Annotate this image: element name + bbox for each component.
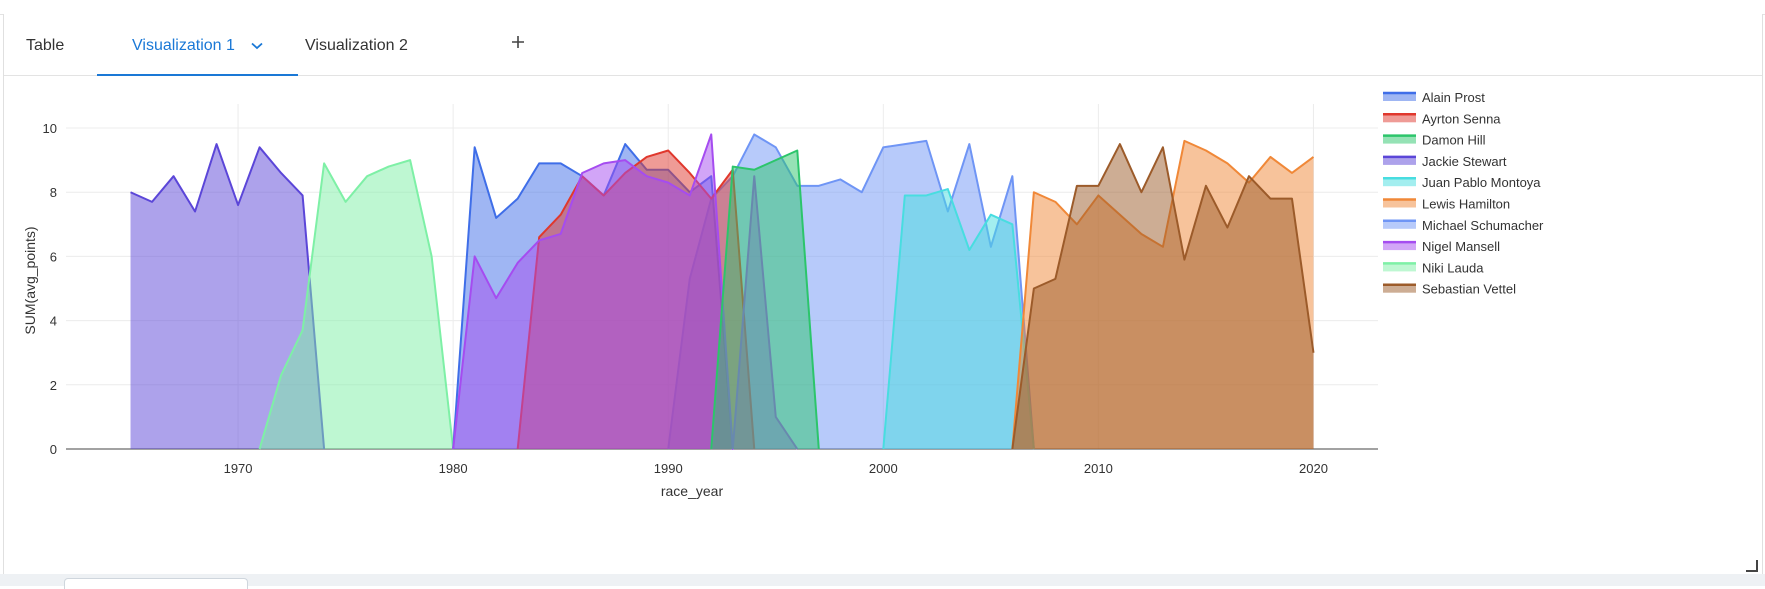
legend-swatch (1383, 178, 1416, 187)
legend-label: Ayrton Senna (1422, 111, 1501, 126)
legend-label: Damon Hill (1422, 133, 1486, 148)
series-damon-hill (710, 149, 820, 450)
y-tick-label: 2 (50, 378, 57, 393)
x-tick-label: 2020 (1299, 461, 1328, 476)
legend-swatch (1383, 263, 1416, 272)
legend-item[interactable]: Niki Lauda (1383, 260, 1484, 275)
series-sebastian-vettel (1011, 143, 1315, 450)
legend-swatch (1383, 242, 1416, 251)
tab-table[interactable]: Table (26, 14, 64, 75)
legend-label: Sebastian Vettel (1422, 282, 1516, 297)
legend-label: Alain Prost (1422, 90, 1485, 105)
tab-bar: Table Visualization 1 Visualization 2 (4, 14, 1762, 76)
active-tab-indicator (97, 74, 299, 76)
x-tick-label: 2010 (1084, 461, 1113, 476)
series-area[interactable] (453, 134, 798, 449)
y-axis-title: SUM(avg_points) (22, 226, 38, 334)
legend-item[interactable]: Michael Schumacher (1383, 218, 1544, 233)
chevron-down-icon[interactable] (251, 14, 263, 78)
y-tick-label: 10 (43, 121, 57, 136)
tab-visualization-1[interactable]: Visualization 1 (97, 14, 299, 78)
legend-label: Lewis Hamilton (1422, 197, 1510, 212)
series-area[interactable] (711, 150, 819, 449)
legend-label: Juan Pablo Montoya (1422, 175, 1541, 190)
series-line[interactable] (882, 188, 1035, 450)
series-area[interactable] (883, 189, 1034, 449)
legend-swatch (1383, 135, 1416, 144)
legend-swatch (1383, 284, 1416, 293)
y-tick-label: 0 (50, 442, 57, 457)
legend-swatch (1383, 114, 1416, 123)
tab-visualization-2-label: Visualization 2 (305, 37, 408, 54)
visualization-panel: Table Visualization 1 Visualization 2 0 2… (3, 14, 1763, 574)
chart-area: 0 2 4 6 8 10 1970 1980 1990 2000 2010 2020 SUM(avg_p… (4, 76, 1762, 574)
legend-item[interactable]: Lewis Hamilton (1383, 197, 1510, 212)
series-line[interactable] (258, 159, 455, 450)
legend-label: Nigel Mansell (1422, 239, 1500, 254)
series-area[interactable] (259, 160, 454, 449)
series-line[interactable] (710, 149, 820, 450)
legend-swatch (1383, 220, 1416, 229)
series-niki-lauda (258, 159, 455, 450)
tab-visualization-1-label: Visualization 1 (132, 37, 235, 55)
series-line[interactable] (130, 143, 326, 450)
series-jackie-stewart (130, 143, 326, 450)
tab-table-label: Table (26, 37, 65, 54)
x-tick-label: 1980 (439, 461, 468, 476)
area-chart: 0 2 4 6 8 10 1970 1980 1990 2000 2010 2020 SUM(avg_p… (22, 90, 1544, 499)
series-group (130, 133, 1315, 450)
previous-cell-edge (0, 0, 1765, 15)
legend-label: Niki Lauda (1422, 260, 1484, 275)
legend-item[interactable]: Ayrton Senna (1383, 111, 1501, 126)
x-tick-label: 1990 (654, 461, 683, 476)
legend-swatch (1383, 93, 1416, 101)
legend: Alain Prost Ayrton Senna Damon Hill Jackie … (1383, 90, 1544, 297)
legend-item[interactable]: Juan Pablo Montoya (1383, 175, 1541, 190)
legend-swatch (1383, 199, 1416, 208)
series-line[interactable] (1011, 143, 1315, 450)
legend-item[interactable]: Jackie Stewart (1383, 154, 1507, 169)
y-tick-label: 6 (50, 249, 57, 264)
series-area[interactable] (130, 144, 325, 449)
x-axis-title: race_year (661, 483, 724, 499)
plus-icon[interactable] (506, 30, 530, 54)
legend-item[interactable]: Nigel Mansell (1383, 239, 1500, 254)
next-cell-edge (0, 574, 1765, 589)
legend-item[interactable]: Alain Prost (1383, 90, 1485, 105)
legend-item[interactable]: Damon Hill (1383, 133, 1486, 148)
series-area[interactable] (1012, 144, 1314, 449)
legend-swatch (1383, 156, 1416, 165)
tab-visualization-2[interactable]: Visualization 2 (305, 14, 408, 75)
y-tick-label: 8 (50, 185, 57, 200)
next-cell-toolbar (64, 578, 248, 589)
legend-label: Jackie Stewart (1422, 154, 1507, 169)
x-tick-label: 1970 (224, 461, 253, 476)
legend-item[interactable]: Sebastian Vettel (1383, 282, 1516, 297)
resize-handle-icon[interactable] (1744, 558, 1758, 572)
series-juan-pablo-montoya (882, 188, 1035, 450)
y-tick-label: 4 (50, 314, 57, 329)
legend-label: Michael Schumacher (1422, 218, 1544, 233)
x-tick-label: 2000 (869, 461, 898, 476)
